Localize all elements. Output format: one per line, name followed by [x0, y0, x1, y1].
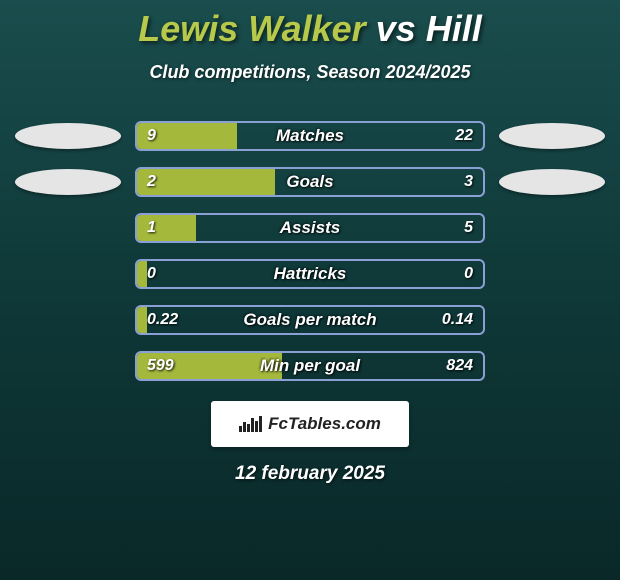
spacer: [499, 215, 605, 241]
stat-label: Hattricks: [137, 261, 483, 287]
spacer: [499, 307, 605, 333]
stat-row: 1 Assists 5: [0, 213, 620, 243]
bar-chart-icon: [239, 416, 262, 432]
stat-bar-goals-per-match: 0.22 Goals per match 0.14: [135, 305, 485, 335]
spacer: [15, 261, 121, 287]
stat-row: 2 Goals 3: [0, 167, 620, 197]
branding-text: FcTables.com: [268, 414, 381, 434]
stat-right-value: 22: [455, 123, 473, 149]
stat-label: Assists: [137, 215, 483, 241]
date-label: 12 february 2025: [0, 463, 620, 485]
spacer: [15, 353, 121, 379]
stat-bar-assists: 1 Assists 5: [135, 213, 485, 243]
stat-label: Goals: [137, 169, 483, 195]
stat-right-value: 824: [446, 353, 473, 379]
spacer: [499, 353, 605, 379]
comparison-card: Lewis Walker vs Hill Club competitions, …: [0, 0, 620, 580]
stat-label: Matches: [137, 123, 483, 149]
player1-badge: [15, 169, 121, 195]
stat-row: 9 Matches 22: [0, 121, 620, 151]
stat-row: 0.22 Goals per match 0.14: [0, 305, 620, 335]
vs-label: vs: [376, 8, 416, 49]
stat-bar-hattricks: 0 Hattricks 0: [135, 259, 485, 289]
player2-badge: [499, 169, 605, 195]
subtitle: Club competitions, Season 2024/2025: [0, 62, 620, 83]
stat-row: 599 Min per goal 824: [0, 351, 620, 381]
branding-badge: FcTables.com: [211, 401, 409, 447]
player1-name: Lewis Walker: [138, 8, 365, 49]
player2-badge: [499, 123, 605, 149]
stat-bar-matches: 9 Matches 22: [135, 121, 485, 151]
player1-badge: [15, 123, 121, 149]
player2-name: Hill: [426, 8, 482, 49]
spacer: [15, 307, 121, 333]
stat-bar-goals: 2 Goals 3: [135, 167, 485, 197]
stat-label: Goals per match: [137, 307, 483, 333]
stat-bar-min-per-goal: 599 Min per goal 824: [135, 351, 485, 381]
stat-right-value: 5: [464, 215, 473, 241]
stats-container: 9 Matches 22 2 Goals 3 1 Assists 5: [0, 121, 620, 381]
stat-right-value: 0.14: [442, 307, 473, 333]
page-title: Lewis Walker vs Hill: [0, 0, 620, 50]
spacer: [499, 261, 605, 287]
stat-right-value: 3: [464, 169, 473, 195]
stat-right-value: 0: [464, 261, 473, 287]
stat-label: Min per goal: [137, 353, 483, 379]
stat-row: 0 Hattricks 0: [0, 259, 620, 289]
spacer: [15, 215, 121, 241]
